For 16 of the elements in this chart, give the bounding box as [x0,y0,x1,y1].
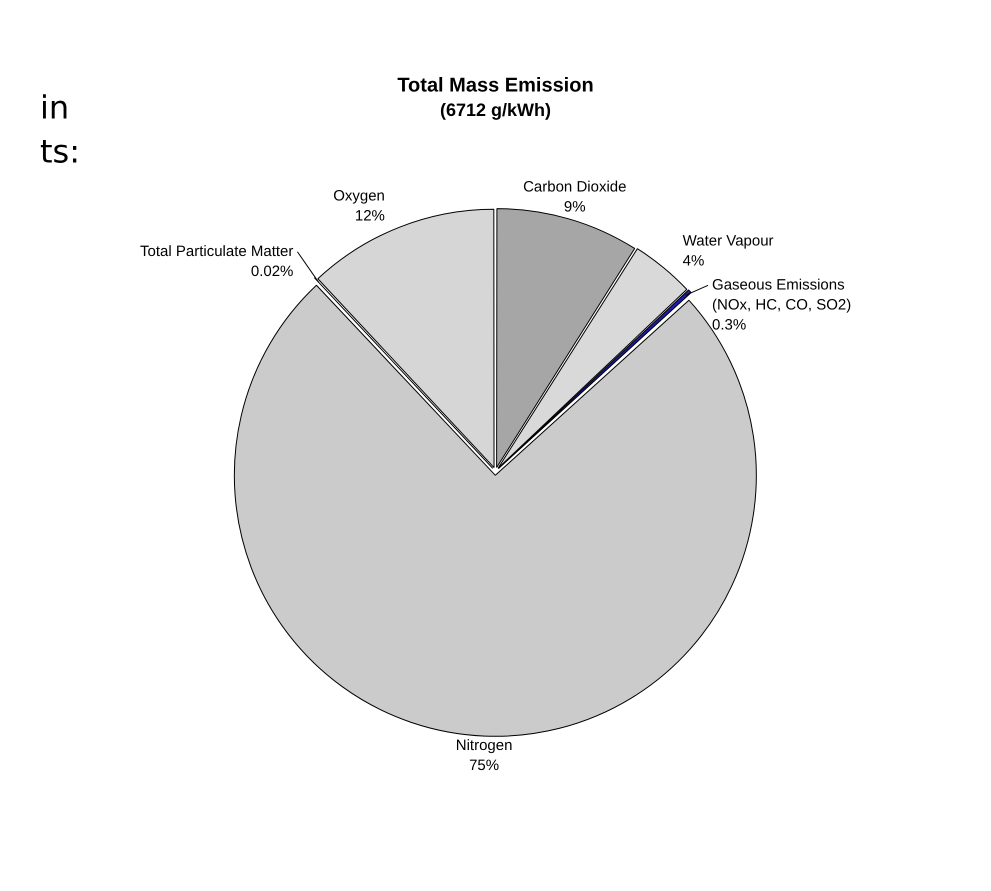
slice-label: Carbon Dioxide [523,178,626,196]
text: ts: [40,132,80,170]
data-label: 9% [564,198,586,216]
slice-label: Gaseous Emissions (NOx, HC, CO, SO2) [712,276,852,314]
data-label: 0.3% [712,316,746,334]
slice-label: Nitrogen [456,737,512,754]
slice-label: Oxygen [333,187,385,204]
data-label: 12% [354,207,385,224]
data-label: 0.02% [250,262,294,280]
data-label: 4% [682,252,704,270]
data-label: 75% [469,757,500,774]
slice-label: Total Particulate Matter [140,242,294,260]
chart-title: Total Mass Emission [397,74,594,97]
text: in [40,88,70,126]
chart-subtitle: (6712 g/kWh) [440,100,552,120]
slice-label: Water Vapour [682,232,774,250]
